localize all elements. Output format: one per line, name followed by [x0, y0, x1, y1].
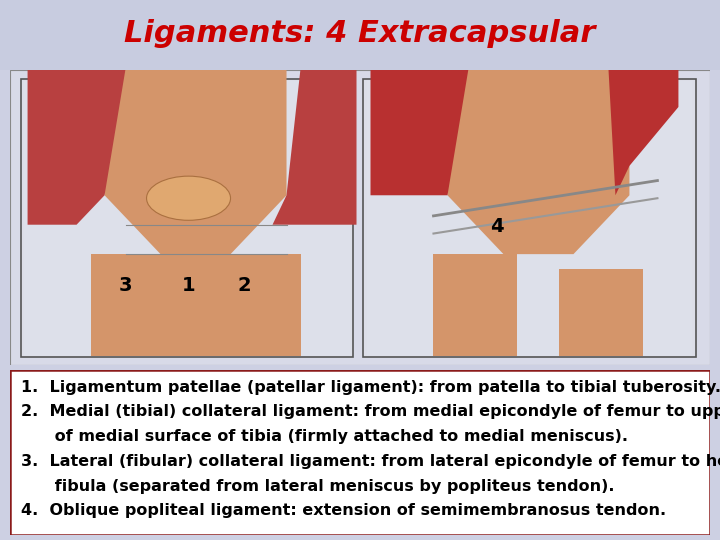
Polygon shape — [272, 69, 356, 225]
FancyBboxPatch shape — [367, 80, 693, 356]
Polygon shape — [559, 269, 644, 356]
Text: 1: 1 — [181, 275, 195, 294]
Text: of medial surface of tibia (firmly attached to medial meniscus).: of medial surface of tibia (firmly attac… — [21, 429, 628, 444]
Polygon shape — [433, 254, 518, 356]
Text: 2: 2 — [238, 275, 251, 294]
Polygon shape — [104, 69, 287, 254]
Text: 4: 4 — [490, 217, 503, 235]
Polygon shape — [27, 69, 125, 225]
Polygon shape — [608, 69, 678, 195]
Text: 2.  Medial (tibial) collateral ligament: from medial epicondyle of femur to uppe: 2. Medial (tibial) collateral ligament: … — [21, 404, 720, 420]
Polygon shape — [91, 254, 300, 356]
Polygon shape — [371, 69, 469, 195]
Text: 4.  Oblique popliteal ligament: extension of semimembranosus tendon.: 4. Oblique popliteal ligament: extension… — [21, 503, 666, 518]
Text: fibula (separated from lateral meniscus by popliteus tendon).: fibula (separated from lateral meniscus … — [21, 478, 614, 494]
Ellipse shape — [147, 176, 230, 220]
FancyBboxPatch shape — [364, 79, 696, 357]
FancyBboxPatch shape — [21, 79, 353, 357]
Text: 3: 3 — [119, 275, 132, 294]
Text: 3.  Lateral (fibular) collateral ligament: from lateral epicondyle of femur to h: 3. Lateral (fibular) collateral ligament… — [21, 454, 720, 469]
FancyBboxPatch shape — [10, 370, 710, 535]
Text: 1.  Ligamentum patellae (patellar ligament): from patella to tibial tuberosity.: 1. Ligamentum patellae (patellar ligamen… — [21, 380, 720, 395]
FancyBboxPatch shape — [24, 80, 349, 356]
FancyBboxPatch shape — [0, 0, 720, 70]
FancyBboxPatch shape — [10, 70, 710, 364]
Text: Ligaments: 4 Extracapsular: Ligaments: 4 Extracapsular — [125, 19, 595, 48]
Polygon shape — [447, 69, 629, 254]
